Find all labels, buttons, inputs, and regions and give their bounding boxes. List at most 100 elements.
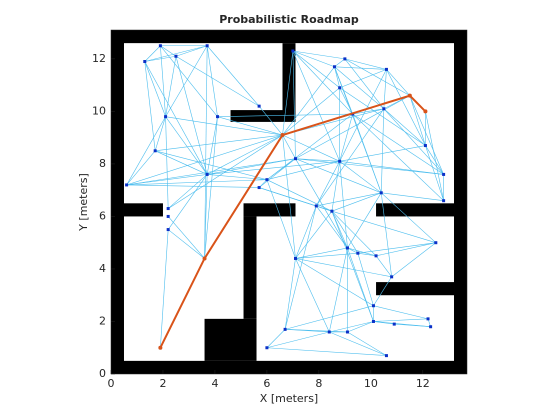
edge: [339, 113, 353, 162]
node: [265, 346, 269, 350]
edge: [331, 211, 374, 322]
edge: [347, 321, 374, 333]
node: [426, 317, 430, 321]
edge: [282, 134, 340, 162]
node: [283, 327, 287, 331]
edge: [295, 158, 444, 175]
node: [392, 322, 396, 326]
edge: [207, 174, 267, 180]
edge: [425, 145, 444, 175]
edge: [126, 134, 283, 186]
edge: [204, 174, 208, 259]
edge: [155, 150, 267, 180]
y-axis-label: Y [meters]: [77, 173, 90, 232]
node: [158, 44, 162, 48]
edge: [258, 105, 283, 136]
edge: [391, 242, 437, 278]
edge: [409, 95, 444, 175]
x-tick-label: 4: [211, 377, 218, 390]
node: [390, 275, 394, 279]
edge: [155, 150, 208, 175]
obstacle: [111, 360, 467, 374]
node: [293, 256, 297, 260]
edge: [292, 50, 345, 60]
edge: [266, 113, 353, 180]
edge: [339, 145, 426, 162]
edge: [165, 116, 169, 209]
node: [291, 49, 295, 53]
obstacle: [111, 30, 467, 44]
edge: [295, 158, 348, 249]
edge: [316, 192, 382, 207]
edge: [295, 258, 374, 306]
y-tick-label: 4: [99, 262, 106, 275]
node: [153, 149, 157, 153]
edge: [168, 134, 283, 209]
edge: [167, 174, 208, 230]
edge: [352, 113, 444, 201]
edge: [373, 276, 392, 306]
edge: [266, 329, 286, 348]
edge: [383, 69, 387, 109]
edge: [204, 45, 208, 259]
y-tick-label: 0: [99, 367, 106, 380]
edge: [295, 205, 317, 259]
edge: [339, 161, 348, 248]
chart-title: Probabilistic Roadmap: [219, 13, 359, 26]
node: [338, 86, 342, 90]
edge: [144, 61, 208, 175]
edge: [329, 331, 387, 356]
node: [382, 107, 386, 111]
path-point: [202, 256, 207, 261]
edge: [331, 211, 359, 254]
edge: [352, 108, 384, 115]
edge: [295, 247, 348, 259]
edge: [352, 113, 382, 193]
edge: [331, 192, 382, 212]
node: [166, 228, 170, 232]
node: [434, 241, 438, 245]
node: [338, 159, 342, 163]
axes-box: [110, 29, 468, 375]
edge: [373, 305, 429, 320]
edge: [295, 258, 330, 333]
edge: [284, 205, 317, 330]
path-point: [407, 93, 412, 98]
edge: [381, 192, 444, 201]
edge: [334, 66, 385, 110]
y-tick-label: 10: [92, 104, 106, 117]
edge: [217, 116, 283, 136]
edge: [347, 247, 377, 257]
edge: [331, 210, 436, 243]
obstacle: [123, 203, 163, 217]
edge: [160, 45, 218, 117]
edge: [266, 179, 296, 259]
y-tick-label: 8: [99, 157, 106, 170]
node: [345, 246, 349, 250]
edge: [295, 158, 340, 162]
edge: [206, 45, 218, 117]
node: [423, 144, 427, 148]
edge: [126, 179, 267, 186]
edge: [126, 184, 260, 188]
edge: [292, 51, 296, 159]
edge: [292, 50, 335, 68]
edge: [292, 50, 340, 162]
edge: [357, 253, 374, 306]
node: [166, 207, 170, 211]
node: [205, 44, 209, 48]
edge: [175, 56, 208, 175]
edge: [167, 229, 205, 259]
node: [265, 178, 269, 182]
edge: [386, 69, 411, 96]
obstacle: [376, 282, 455, 296]
edge: [285, 329, 348, 333]
node: [164, 115, 168, 119]
path-point: [423, 109, 428, 114]
x-tick-label: 12: [416, 377, 430, 390]
edge: [126, 150, 156, 186]
edge: [206, 45, 260, 107]
node: [257, 186, 261, 190]
edge: [165, 116, 208, 175]
edge: [344, 58, 387, 70]
